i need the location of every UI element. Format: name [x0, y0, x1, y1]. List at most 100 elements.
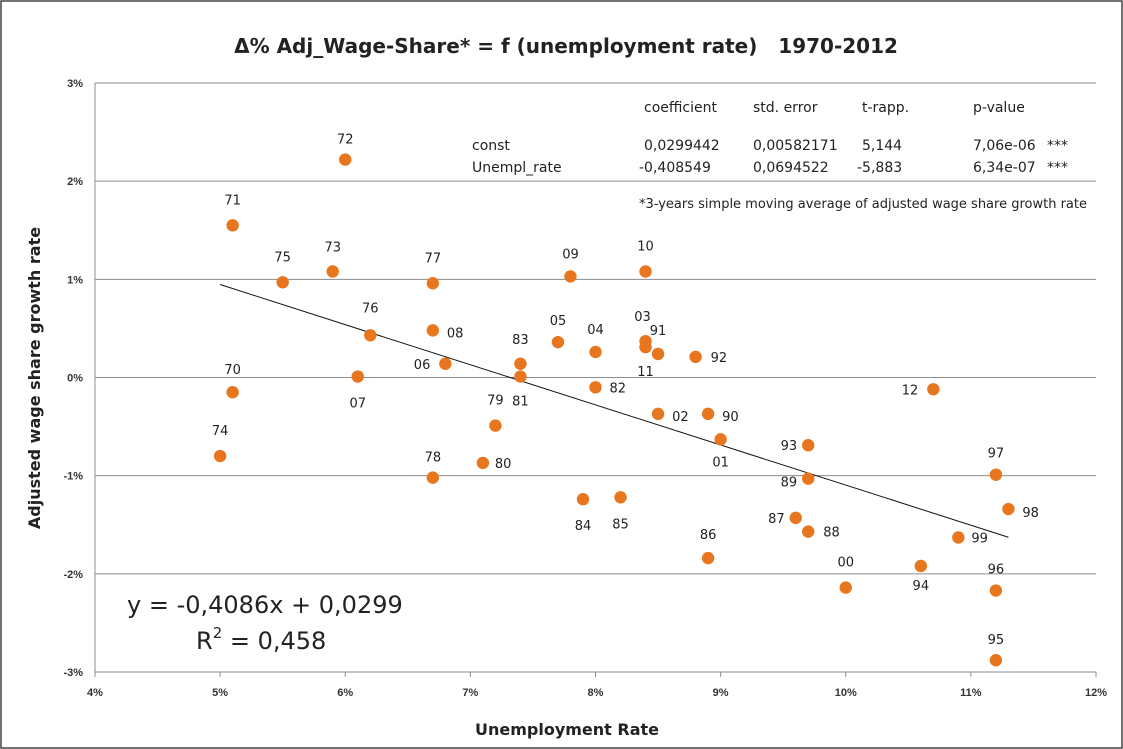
point-label-97: 97	[988, 447, 1005, 462]
point-label-79: 79	[487, 394, 504, 409]
y-tick-label: -2%	[63, 569, 83, 581]
data-point-80	[476, 456, 490, 470]
x-tick-label: 11%	[960, 687, 982, 699]
x-tick-label: 12%	[1085, 687, 1107, 699]
point-label-89: 89	[781, 476, 798, 491]
data-point-71	[226, 219, 239, 232]
data-point-10	[639, 265, 652, 278]
y-tick-label: 1%	[67, 274, 83, 286]
point-label-00: 00	[837, 556, 854, 571]
point-label-87: 87	[768, 512, 785, 527]
point-label-84: 84	[575, 519, 592, 534]
data-point-83	[514, 357, 527, 370]
point-label-82: 82	[610, 381, 627, 396]
data-point-90	[701, 407, 715, 421]
gridlines	[95, 82, 1096, 673]
x-axis-title: Unemployment Rate	[475, 720, 659, 739]
data-point-97	[989, 468, 1003, 481]
data-point-76	[364, 329, 377, 342]
data-point-94	[914, 559, 928, 573]
x-tick-label: 10%	[835, 687, 857, 699]
point-label-81: 81	[512, 395, 529, 410]
point-label-94: 94	[913, 579, 930, 594]
point-label-98: 98	[1022, 506, 1039, 521]
header-coefficient: coefficient	[644, 100, 717, 116]
point-label-10: 10	[637, 239, 654, 254]
data-point-01	[714, 433, 727, 446]
point-labels: 70 71 72 73 74 75 76 77 78 79 80 81 82 83 84 85 86 87 88 89…	[212, 133, 1039, 649]
data-point-91	[651, 347, 665, 361]
data-point-11	[639, 340, 652, 354]
row-const-name: const	[472, 138, 510, 154]
point-label-02: 02	[672, 410, 689, 425]
x-tick-label: 4%	[87, 687, 103, 699]
point-label-90: 90	[722, 410, 739, 425]
point-label-73: 73	[324, 240, 341, 255]
row-const-t: 5,144	[862, 138, 902, 154]
point-label-91: 91	[650, 324, 667, 339]
row-unempl-t: -5,883	[857, 160, 902, 176]
data-point-79	[489, 419, 502, 432]
data-point-87	[789, 511, 802, 525]
point-label-99: 99	[971, 532, 988, 547]
point-label-78: 78	[425, 451, 442, 466]
data-point-93	[802, 439, 815, 452]
x-tick-labels: 4% 5% 6% 7% 8% 9% 10% 11% 12%	[87, 687, 1107, 699]
point-label-86: 86	[700, 528, 717, 543]
point-label-11: 11	[637, 365, 654, 380]
y-tick-labels: -3% -2% -1% 0% 1% 2% 3%	[63, 78, 83, 679]
header-t-rapp: t-rapp.	[862, 100, 909, 116]
data-point-96	[989, 584, 1003, 597]
x-tick-label: 9%	[713, 687, 729, 699]
r-squared-prefix: R	[196, 627, 213, 655]
point-label-92: 92	[711, 351, 728, 366]
data-point-99	[952, 531, 965, 544]
point-label-74: 74	[212, 424, 229, 439]
point-label-88: 88	[823, 526, 840, 541]
y-tick-label: 2%	[67, 176, 83, 188]
data-point-73	[326, 265, 339, 278]
row-unempl-coefficient: -0,408549	[639, 160, 711, 176]
row-unempl-sig: ***	[1047, 160, 1068, 176]
header-p-value: p-value	[973, 100, 1025, 116]
point-label-96: 96	[988, 563, 1005, 578]
data-point-07	[351, 370, 364, 383]
point-label-05: 05	[550, 314, 567, 329]
point-label-08: 08	[447, 326, 464, 341]
header-std-error: std. error	[753, 100, 818, 116]
data-point-95	[989, 654, 1003, 667]
footnote: *3-years simple moving average of adjust…	[639, 197, 1087, 212]
data-point-08	[426, 324, 440, 337]
point-label-85: 85	[612, 517, 629, 532]
point-label-06: 06	[414, 358, 431, 373]
y-axis-title: Adjusted wage share growth rate	[25, 227, 44, 529]
data-point-86	[701, 551, 715, 565]
r-squared: R2 = 0,458	[196, 624, 326, 655]
data-points	[213, 153, 1015, 667]
point-label-70: 70	[224, 363, 241, 378]
x-tick-label: 5%	[212, 687, 228, 699]
point-label-07: 07	[349, 397, 366, 412]
y-tick-label: -1%	[63, 471, 83, 483]
data-point-05	[551, 335, 565, 349]
data-point-88	[802, 525, 815, 538]
row-const-coefficient: 0,0299442	[644, 138, 720, 154]
data-point-84	[576, 493, 590, 506]
point-label-71: 71	[224, 193, 241, 208]
point-label-80: 80	[495, 457, 512, 472]
point-label-72: 72	[337, 133, 354, 148]
data-point-98	[1002, 502, 1015, 516]
point-label-95: 95	[988, 633, 1005, 648]
data-point-04	[589, 345, 602, 359]
y-tick-label: -3%	[63, 667, 83, 679]
point-label-77: 77	[425, 251, 442, 266]
chart-title: Δ% Adj_Wage-Share* = f (unemployment rat…	[234, 34, 898, 58]
row-unempl-name: Unempl_rate	[472, 160, 562, 176]
point-label-03: 03	[634, 310, 651, 325]
x-tick-label: 7%	[462, 687, 478, 699]
row-const-std-error: 0,00582171	[753, 138, 838, 154]
point-label-75: 75	[274, 250, 291, 265]
point-label-04: 04	[587, 323, 604, 338]
